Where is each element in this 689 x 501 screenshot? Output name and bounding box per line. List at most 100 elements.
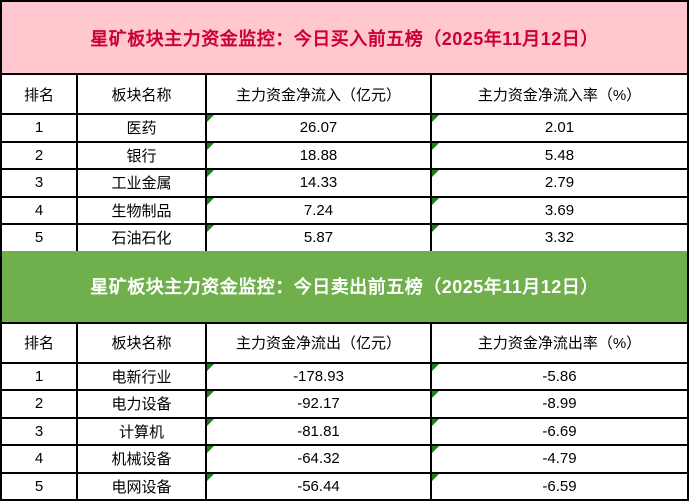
net-outflow-rate-value: -8.99 — [542, 395, 577, 413]
rank-cell[interactable]: 1 — [2, 115, 78, 141]
sector-cell[interactable]: 计算机 — [78, 418, 207, 444]
cell-error-flag-icon — [432, 418, 439, 426]
net-outflow-rate-value: -5.86 — [542, 367, 577, 385]
cell-error-flag-icon — [432, 197, 439, 205]
rank-value: 2 — [34, 146, 44, 164]
rank-cell[interactable]: 3 — [2, 170, 78, 196]
cell-error-flag-icon — [432, 446, 439, 453]
sector-cell[interactable]: 电力设备 — [78, 391, 207, 417]
rank-cell[interactable]: 4 — [2, 197, 78, 223]
sector-cell[interactable]: 电网设备 — [78, 473, 207, 499]
cell-error-flag-icon — [207, 142, 214, 150]
rank-cell[interactable]: 1 — [2, 363, 78, 389]
sector-value: 电新行业 — [111, 368, 172, 386]
cell-error-flag-icon — [207, 418, 214, 426]
net-inflow-value: 14.33 — [299, 174, 338, 192]
buy-header-sector[interactable]: 板块名称 — [78, 75, 207, 113]
net-outflow-rate-cell[interactable]: -6.69 — [432, 418, 687, 445]
sell-header-rank[interactable]: 排名 — [2, 323, 78, 362]
rank-value: 3 — [34, 174, 44, 192]
sell-header-net-outflow-rate[interactable]: 主力资金净流出率（%） — [432, 324, 687, 362]
rank-cell[interactable]: 5 — [2, 473, 78, 499]
net-outflow-rate-value: -6.69 — [542, 422, 577, 440]
net-inflow-cell[interactable]: 18.88 — [207, 142, 432, 168]
sector-value: 计算机 — [118, 423, 164, 441]
buy-header-net-inflow-rate[interactable]: 主力资金净流入率（%） — [432, 75, 687, 113]
buy-title: 星矿板块主力资金监控：今日买入前五榜（2025年11月12日） — [90, 28, 599, 49]
sell-table-row: 5 电网设备 -56.44 -6.59 — [2, 473, 687, 500]
buy-header-net-inflow-rate-label: 主力资金净流入率（%） — [477, 86, 642, 104]
sector-value: 工业金属 — [111, 175, 172, 193]
rank-cell[interactable]: 3 — [2, 418, 78, 444]
net-outflow-cell[interactable]: -178.93 — [207, 363, 432, 389]
buy-title-bar[interactable]: 星矿板块主力资金监控：今日买入前五榜（2025年11月12日） — [2, 2, 687, 75]
rank-cell[interactable]: 2 — [2, 391, 78, 417]
net-outflow-rate-cell[interactable]: -6.59 — [432, 473, 687, 500]
cell-error-flag-icon — [432, 115, 439, 122]
net-outflow-value: -64.32 — [297, 450, 340, 468]
sector-cell[interactable]: 银行 — [78, 142, 207, 168]
sector-cell[interactable]: 生物制品 — [78, 197, 207, 223]
net-inflow-value: 5.87 — [303, 229, 334, 247]
cell-error-flag-icon — [432, 391, 439, 398]
buy-header-sector-label: 板块名称 — [111, 86, 172, 104]
sector-cell[interactable]: 机械设备 — [78, 446, 207, 472]
net-outflow-rate-value: -6.59 — [542, 477, 577, 495]
rank-cell[interactable]: 4 — [2, 446, 78, 472]
rank-cell[interactable]: 2 — [2, 142, 78, 168]
sector-value: 医药 — [126, 120, 157, 138]
sell-table-row: 1 电新行业 -178.93 -5.86 — [2, 363, 687, 391]
net-outflow-value: -56.44 — [297, 477, 340, 495]
net-outflow-rate-cell[interactable]: -4.79 — [432, 446, 687, 472]
sector-value: 石油石化 — [111, 230, 172, 248]
net-outflow-cell[interactable]: -92.17 — [207, 391, 432, 417]
buy-header-rank[interactable]: 排名 — [2, 75, 78, 113]
rank-cell[interactable]: 5 — [2, 225, 78, 251]
net-outflow-cell[interactable]: -56.44 — [207, 473, 432, 499]
net-inflow-rate-value: 2.01 — [544, 119, 575, 137]
net-inflow-cell[interactable]: 14.33 — [207, 170, 432, 196]
buy-header-net-inflow[interactable]: 主力资金净流入（亿元） — [207, 75, 432, 113]
sector-cell[interactable]: 工业金属 — [78, 170, 207, 196]
net-outflow-rate-cell[interactable]: -5.86 — [432, 363, 687, 390]
net-outflow-rate-value: -4.79 — [542, 450, 577, 468]
rank-value: 2 — [34, 395, 44, 413]
net-inflow-rate-cell[interactable]: 3.32 — [432, 225, 687, 251]
rank-value: 4 — [34, 450, 44, 468]
cell-error-flag-icon — [432, 142, 439, 150]
net-outflow-cell[interactable]: -64.32 — [207, 446, 432, 472]
net-inflow-value: 7.24 — [303, 201, 334, 219]
rank-value: 3 — [34, 422, 44, 440]
rank-value: 5 — [34, 229, 44, 247]
net-inflow-rate-value: 3.69 — [544, 201, 575, 219]
buy-table-row: 3 工业金属 14.33 2.79 — [2, 170, 687, 198]
net-inflow-cell[interactable]: 26.07 — [207, 115, 432, 141]
sell-title-bar[interactable]: 星矿板块主力资金监控：今日卖出前五榜（2025年11月12日） — [2, 250, 687, 324]
cell-error-flag-icon — [432, 225, 439, 232]
net-inflow-rate-cell[interactable]: 2.79 — [432, 170, 687, 196]
sector-cell[interactable]: 石油石化 — [78, 225, 207, 251]
net-outflow-rate-cell[interactable]: -8.99 — [432, 391, 687, 417]
cell-error-flag-icon — [432, 363, 439, 371]
sell-title: 星矿板块主力资金监控：今日卖出前五榜（2025年11月12日） — [90, 277, 599, 297]
sell-header-sector[interactable]: 板块名称 — [78, 323, 207, 362]
net-inflow-rate-cell[interactable]: 2.01 — [432, 115, 687, 141]
sector-value: 电力设备 — [111, 396, 172, 414]
net-inflow-rate-cell[interactable]: 5.48 — [432, 142, 687, 169]
sell-header-net-outflow-label: 主力资金净流出（亿元） — [235, 335, 401, 352]
rank-value: 1 — [34, 367, 44, 385]
net-inflow-value: 18.88 — [299, 146, 338, 164]
net-inflow-rate-cell[interactable]: 3.69 — [432, 197, 687, 224]
sell-header-rank-label: 排名 — [23, 335, 54, 352]
net-inflow-cell[interactable]: 7.24 — [207, 197, 432, 223]
sector-cell[interactable]: 电新行业 — [78, 363, 207, 389]
net-inflow-cell[interactable]: 5.87 — [207, 225, 432, 251]
net-inflow-value: 26.07 — [299, 119, 338, 137]
cell-error-flag-icon — [432, 473, 439, 481]
net-outflow-cell[interactable]: -81.81 — [207, 418, 432, 444]
sector-value: 生物制品 — [111, 202, 172, 220]
sector-cell[interactable]: 医药 — [78, 115, 207, 141]
sell-header-net-outflow[interactable]: 主力资金净流出（亿元） — [207, 323, 432, 362]
cell-error-flag-icon — [207, 115, 214, 122]
